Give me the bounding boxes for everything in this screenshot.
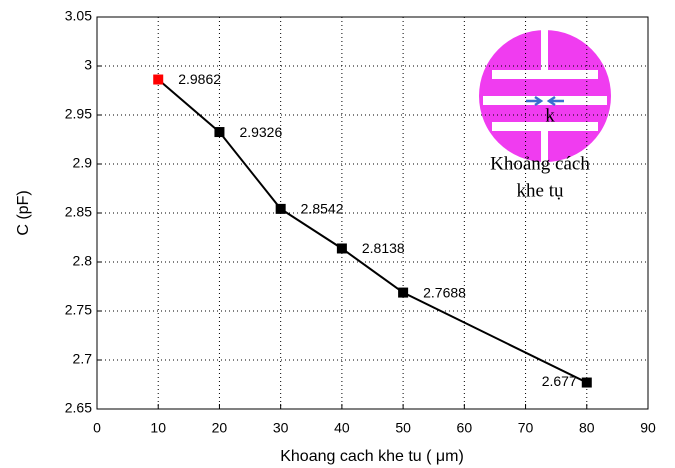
data-label: 2.9862 (178, 71, 221, 87)
x-tick-label: 50 (395, 420, 411, 436)
data-point (153, 75, 163, 85)
y-tick-label: 2.85 (65, 204, 92, 220)
x-tick-label: 70 (518, 420, 534, 436)
y-tick-label: 3.05 (65, 8, 92, 24)
y-tick-label: 2.95 (65, 106, 92, 122)
data-point (337, 243, 347, 253)
y-tick-label: 2.9 (73, 155, 93, 171)
data-label: 2.8542 (301, 201, 344, 217)
x-tick-label: 40 (334, 420, 350, 436)
y-tick-label: 2.75 (65, 302, 92, 318)
data-label: 2.9326 (239, 124, 282, 140)
data-label: 2.677 (542, 373, 577, 389)
inset-label: k (545, 105, 555, 126)
inset-label: khe tụ (517, 180, 564, 201)
y-tick-label: 3 (84, 57, 92, 73)
inset-icon (479, 30, 611, 164)
x-tick-label: 0 (93, 420, 101, 436)
y-tick-label: 2.8 (73, 253, 93, 269)
x-tick-label: 90 (640, 420, 656, 436)
chart: k Khoảng cách khe tụ Khoang cach khe tu … (0, 0, 675, 468)
data-label: 2.8138 (362, 240, 405, 256)
x-tick-label: 60 (457, 420, 473, 436)
data-point (582, 378, 592, 388)
x-tick-label: 30 (273, 420, 289, 436)
x-tick-label: 80 (579, 420, 595, 436)
data-label: 2.7688 (423, 284, 466, 300)
x-tick-label: 10 (150, 420, 166, 436)
y-tick-label: 2.65 (65, 400, 92, 416)
x-axis-label: Khoang cach khe tu ( μm) (280, 448, 464, 465)
data-point (214, 127, 224, 137)
x-tick-label: 20 (212, 420, 228, 436)
y-tick-label: 2.7 (73, 351, 93, 367)
data-point (398, 288, 408, 298)
y-axis-label: C (pF) (15, 190, 32, 235)
data-point (276, 204, 286, 214)
